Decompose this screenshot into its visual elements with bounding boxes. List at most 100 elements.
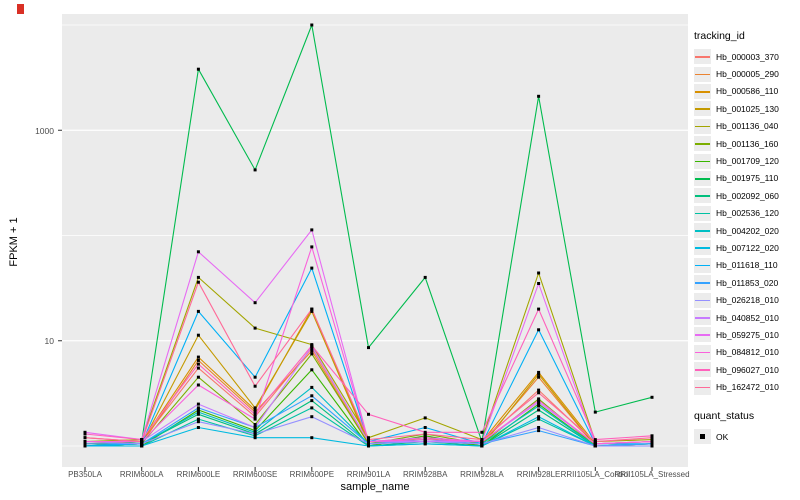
legend-item-Hb_002092_060: Hb_002092_060 — [694, 187, 798, 204]
data-point-Hb_162472_010-RRIM928LE — [537, 391, 541, 395]
data-point-Hb_007122_020-RRIM600LA — [140, 444, 144, 448]
data-point-Hb_026218_010-RRIM901LA — [367, 442, 370, 446]
legend-key-swatch — [694, 83, 711, 99]
data-point-Hb_001709_120-RRIM600LE — [196, 408, 200, 412]
legend-line-sample — [695, 386, 710, 389]
data-point-Hb_001025_130-RRIM600SE — [253, 406, 257, 410]
red-marker-icon — [17, 4, 24, 14]
data-point-Hb_040852_010-RRIM928BA — [423, 440, 427, 444]
data-point-Hb_001709_120-RRIM928LE — [537, 402, 541, 406]
legend-key-swatch — [694, 240, 711, 256]
data-point-Hb_001025_130-RRIM600LE — [196, 333, 200, 337]
data-point-Hb_000005_290-RRIM928LE — [537, 375, 541, 379]
data-point-Hb_011618_110-PB350LA — [83, 444, 87, 448]
data-point-Hb_096027_010-RRIM928BA — [423, 430, 427, 434]
legend-item-Hb_059275_010: Hb_059275_010 — [694, 326, 798, 343]
legend-item-label: Hb_002092_060 — [716, 190, 779, 201]
data-point-Hb_000003_370-RRIM600LE — [196, 366, 200, 370]
legend-line-sample — [695, 125, 710, 128]
legend-item-label: Hb_059275_010 — [716, 329, 779, 340]
data-point-Hb_011618_110-RRIM928BA — [423, 426, 427, 429]
black-square-marker-icon — [700, 434, 705, 439]
legend-title-quant-status: quant_status — [694, 409, 755, 422]
data-point-Hb_162472_010-RRII105LA_Control — [593, 440, 597, 444]
data-point-Hb_001136_160-RRIM600PE — [310, 352, 314, 356]
legend-line-sample — [695, 299, 710, 302]
legend-item-label: Hb_084812_010 — [716, 347, 779, 358]
data-point-Hb_096027_010-RRIM600SE — [253, 412, 257, 416]
data-point-Hb_007122_020-RRIM600SE — [253, 436, 257, 440]
data-point-Hb_084812_010-RRIM928BA — [423, 438, 427, 442]
legend-key-swatch — [694, 362, 711, 378]
legend-line-sample — [695, 282, 710, 284]
legend-item-Hb_026218_010: Hb_026218_010 — [694, 291, 798, 308]
data-point-Hb_000003_370-RRIM600SE — [253, 415, 257, 419]
x-tick-label-RRIM600LA: RRIM600LA — [119, 470, 164, 479]
y-axis-title: FPKM + 1 — [8, 217, 20, 267]
legend-line-sample — [695, 90, 710, 93]
data-point-Hb_001136_040-RRIM600LE — [196, 275, 200, 279]
data-point-Hb_000005_290-RRIM600PE — [310, 349, 314, 353]
legend-item-Hb_000003_370: Hb_000003_370 — [694, 48, 798, 65]
data-point-Hb_001975_110-RRIM901LA — [367, 346, 370, 350]
legend-line-sample — [695, 212, 710, 215]
data-point-Hb_000586_110-RRIM600LE — [196, 355, 200, 359]
legend-key-swatch — [694, 205, 711, 221]
data-point-Hb_096027_010-RRIM600PE — [310, 344, 314, 348]
legend-item-Hb_001709_120: Hb_001709_120 — [694, 152, 798, 169]
data-point-Hb_059275_010-RRIM600SE — [253, 301, 257, 305]
legend-quant-status-section: quant_status OK — [694, 410, 798, 445]
x-tick-label-RRIM928LA: RRIM928LA — [460, 470, 504, 479]
legend-item-Hb_162472_010: Hb_162472_010 — [694, 378, 798, 395]
legend-line-sample — [695, 317, 710, 319]
x-tick-label-RRIM600LE: RRIM600LE — [176, 470, 221, 479]
data-point-Hb_001709_120-RRIM928BA — [423, 434, 427, 438]
legend-item-Hb_096027_010: Hb_096027_010 — [694, 361, 798, 378]
data-point-Hb_084812_010-RRIM901LA — [367, 440, 370, 444]
legend-item-label: Hb_000005_290 — [716, 69, 779, 80]
data-point-Hb_001709_120-RRIM600SE — [253, 429, 257, 433]
legend-item-Hb_007122_020: Hb_007122_020 — [694, 239, 798, 256]
data-point-Hb_096027_010-RRIM928LA — [480, 430, 484, 434]
legend-item-label: Hb_002536_120 — [716, 208, 779, 219]
data-point-Hb_162472_010-RRIM928BA — [423, 432, 427, 436]
data-point-Hb_000003_370-RRIM600PE — [310, 346, 314, 350]
legend-line-sample — [695, 160, 710, 163]
data-point-Hb_011853_020-RRII105LA_Stressed — [650, 442, 654, 446]
legend-line-sample — [695, 264, 710, 267]
data-point-Hb_162472_010-RRIM928LA — [480, 438, 484, 442]
data-point-Hb_001975_110-RRIM600PE — [310, 23, 314, 27]
data-point-Hb_096027_010-RRII105LA_Control — [593, 438, 597, 442]
x-tick-label-RRIM600PE: RRIM600PE — [289, 470, 335, 479]
legend-key-swatch — [694, 327, 711, 343]
legend-key-swatch — [694, 275, 711, 291]
legend-key-swatch — [694, 66, 711, 82]
x-axis-title: sample_name — [340, 481, 410, 493]
legend-item-Hb_000586_110: Hb_000586_110 — [694, 83, 798, 100]
data-point-Hb_162472_010-RRIM600LA — [140, 440, 144, 444]
data-point-Hb_011853_020-PB350LA — [83, 442, 87, 446]
legend-key-swatch — [694, 344, 711, 360]
legend-item-label: Hb_000003_370 — [716, 51, 779, 62]
data-point-Hb_084812_010-RRIM600LE — [196, 383, 200, 387]
data-point-Hb_002536_120-RRIM600SE — [253, 434, 257, 438]
x-tick-label-RRIM928BA: RRIM928BA — [402, 470, 448, 479]
legend-item-label: Hb_000586_110 — [716, 86, 779, 97]
legend-item-label: Hb_096027_010 — [716, 364, 779, 375]
legend-item-label: Hb_162472_010 — [716, 382, 779, 393]
legend-item-Hb_011618_110: Hb_011618_110 — [694, 257, 798, 274]
legend-item-label: Hb_040852_010 — [716, 312, 779, 323]
legend-line-sample — [695, 334, 710, 337]
data-point-Hb_001136_160-RRIM600LE — [196, 375, 200, 379]
data-point-Hb_007122_020-RRIM928LE — [537, 415, 541, 419]
data-point-Hb_059275_010-RRIM928LE — [537, 282, 541, 285]
legend-quant-entries: OK — [694, 428, 798, 445]
data-point-Hb_004202_020-RRIM928LE — [537, 404, 541, 408]
data-point-Hb_026218_010-RRIM600LA — [140, 442, 144, 446]
data-point-Hb_096027_010-RRIM901LA — [367, 412, 370, 416]
data-point-Hb_026218_010-RRIM928LE — [537, 426, 541, 429]
legend-line-sample — [695, 73, 710, 76]
legend-item-Hb_011853_020: Hb_011853_020 — [694, 274, 798, 291]
data-point-Hb_059275_010-RRIM600LE — [196, 250, 200, 254]
